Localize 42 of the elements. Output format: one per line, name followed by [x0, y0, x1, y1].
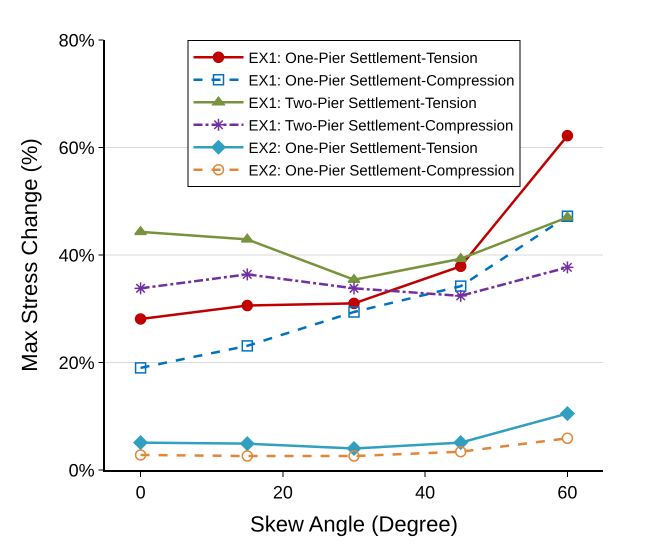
x-tick-label: 0 — [136, 482, 146, 502]
y-axis-title: Max Stress Change (%) — [16, 138, 42, 372]
point — [454, 253, 468, 262]
x-tick-label: 60 — [557, 482, 578, 502]
point — [240, 436, 255, 451]
point — [347, 282, 361, 296]
legend-label: EX1: Two-Pier Settlement-Compression — [248, 118, 514, 135]
y-tick-label: 20% — [58, 352, 95, 373]
point — [240, 234, 254, 243]
point — [454, 446, 466, 458]
point — [134, 282, 148, 296]
point — [242, 300, 254, 312]
point — [560, 260, 574, 274]
point — [453, 435, 468, 450]
y-tick-label: 40% — [58, 245, 95, 266]
x-axis-title: Skew Angle (Degree) — [250, 512, 458, 537]
point — [560, 406, 575, 421]
y-tick-label: 80% — [58, 30, 95, 50]
point — [134, 313, 146, 325]
x-tick-label: 40 — [415, 482, 436, 502]
point — [134, 362, 146, 374]
legend-label: EX2: One-Pier Settlement-Tension — [248, 140, 478, 158]
point — [242, 340, 254, 352]
point — [134, 226, 148, 236]
legend-label: EX1: One-Pier Settlement-Tension — [248, 50, 478, 68]
y-tick-label: 60% — [58, 138, 95, 158]
y-tick-label: 0% — [68, 460, 95, 480]
point — [240, 268, 254, 282]
point — [562, 130, 574, 142]
point — [454, 280, 466, 292]
point — [133, 435, 148, 450]
point — [454, 289, 468, 303]
legend-label: EX1: Two-Pier Settlement-Tension — [248, 95, 477, 112]
point — [242, 450, 254, 462]
point — [348, 306, 360, 318]
legend-label: EX1: One-Pier Settlement-Compression — [248, 72, 514, 90]
legend-label: EX2: One-Pier Settlement-Compression — [248, 162, 514, 180]
point — [454, 260, 466, 272]
point — [134, 449, 146, 461]
point — [348, 450, 360, 462]
x-tick-label: 20 — [272, 482, 293, 502]
point — [562, 432, 574, 444]
